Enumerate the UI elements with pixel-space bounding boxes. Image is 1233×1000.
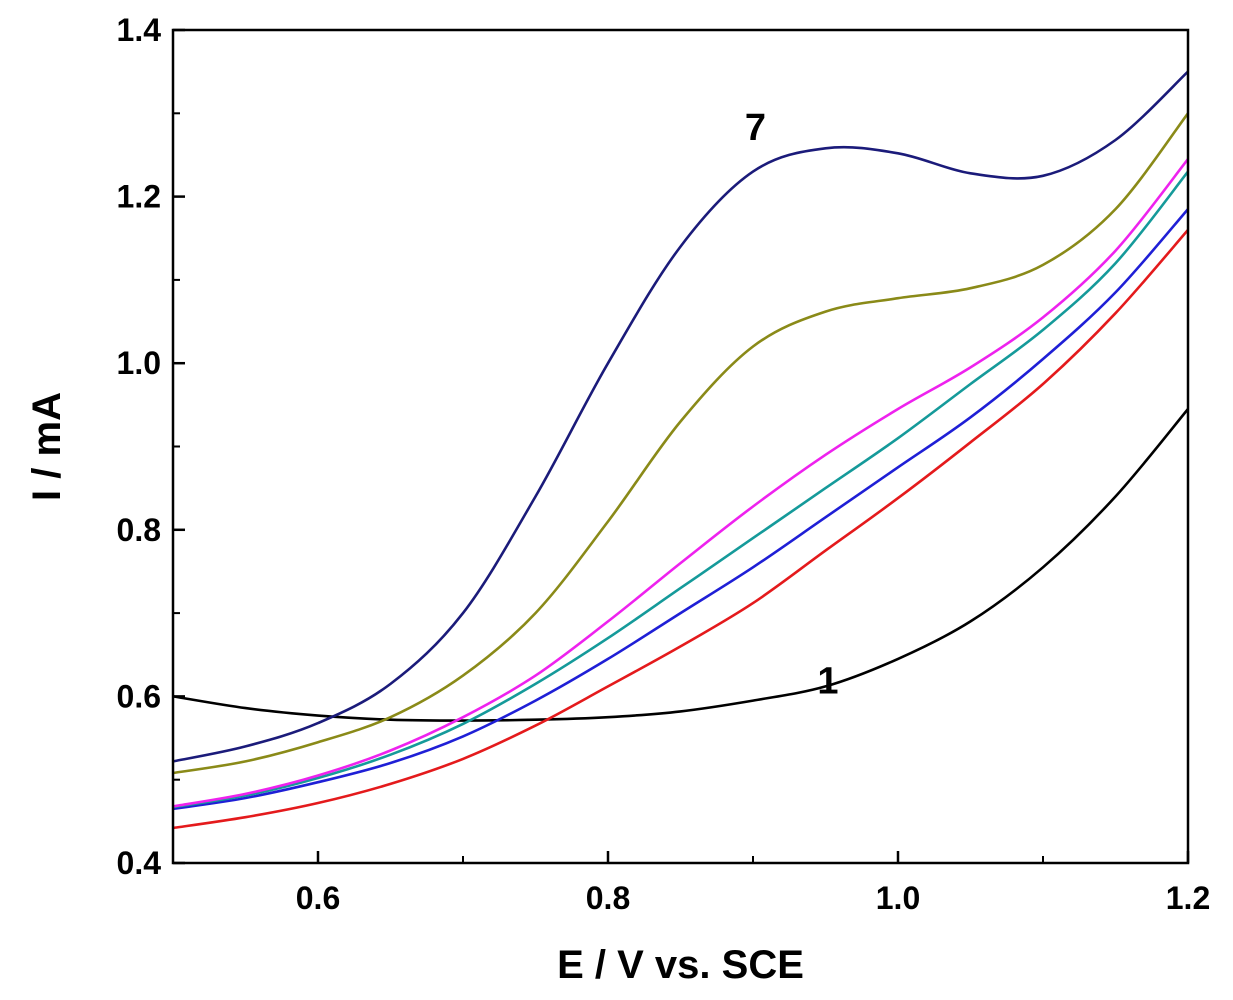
curve-label-7: 7 <box>745 107 766 149</box>
tick-labels: 0.6 0.8 1.0 1.2 0.4 0.6 0.8 1.0 1.2 1.4 <box>117 12 1211 916</box>
curve-annotations: 71 <box>745 107 839 703</box>
axis-ticks <box>172 28 1190 865</box>
y-tick-label: 0.8 <box>117 512 161 548</box>
series-line-2 <box>172 229 1189 830</box>
x-tick-label: 1.2 <box>1166 880 1210 916</box>
y-tick-label: 1.0 <box>117 345 161 381</box>
series-line-7 <box>172 70 1189 763</box>
x-axis-title: E / V vs. SCE <box>557 943 804 987</box>
curve-label-1: 1 <box>817 661 838 703</box>
x-tick-label: 0.8 <box>586 880 630 916</box>
series-line-4 <box>172 170 1190 809</box>
y-tick-label: 0.4 <box>117 845 162 881</box>
y-tick-label: 0.6 <box>117 678 161 714</box>
y-axis-title: I / mA <box>25 392 69 501</box>
curves-layer <box>172 70 1190 830</box>
series-line-1 <box>172 408 1190 722</box>
x-tick-label: 0.6 <box>296 880 340 916</box>
series-line-3 <box>172 208 1189 811</box>
plot-frame <box>171 28 1190 865</box>
y-tick-label: 1.2 <box>117 179 161 215</box>
x-tick-label: 1.0 <box>876 880 920 916</box>
series-line-5 <box>172 158 1190 808</box>
series-line-6 <box>172 112 1190 775</box>
y-tick-label: 1.4 <box>117 12 162 48</box>
